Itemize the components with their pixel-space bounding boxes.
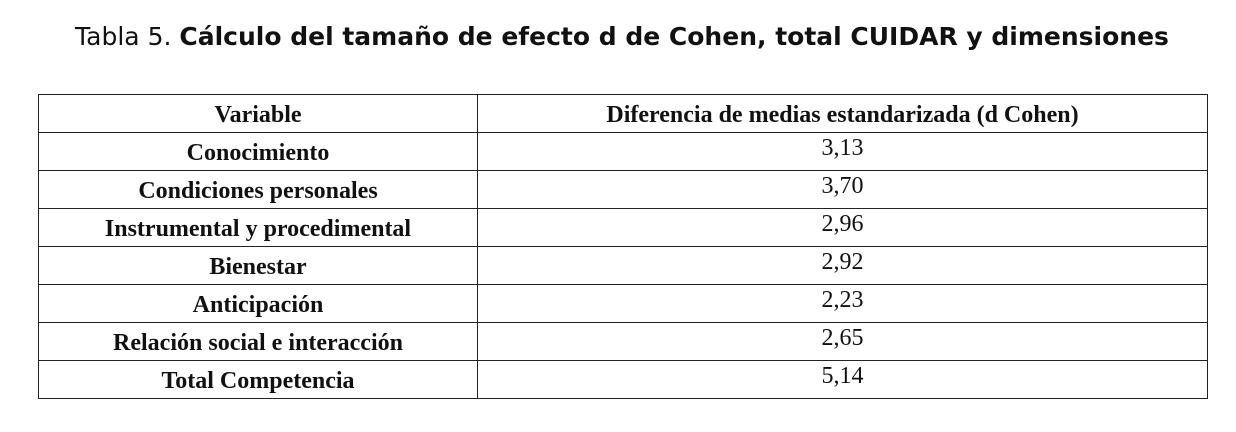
value-cell: 2,92 [477, 246, 1208, 285]
header-cell: Diferencia de medias estandarizada (d Co… [477, 94, 1208, 133]
table-row: Instrumental y procedimental 2,96 [38, 208, 1208, 247]
header-row: Variable Diferencia de medias estandariz… [38, 94, 1208, 133]
table-row: Relación social e interacción 2,65 [38, 322, 1208, 361]
caption-text: Cálculo del tamaño de efecto d de Cohen,… [179, 22, 1169, 51]
table-caption: Tabla 5. Cálculo del tamaño de efecto d … [0, 22, 1236, 51]
variable-cell: Instrumental y procedimental [38, 208, 478, 247]
variable-cell: Bienestar [38, 246, 478, 285]
caption-label: Tabla 5. [75, 22, 172, 51]
table-row: Conocimiento 3,13 [38, 132, 1208, 171]
variable-cell: Relación social e interacción [38, 322, 478, 361]
value-cell: 2,23 [477, 284, 1208, 323]
table-row: Condiciones personales 3,70 [38, 170, 1208, 209]
value-cell: 2,96 [477, 208, 1208, 247]
table-row: Anticipación 2,23 [38, 284, 1208, 323]
variable-cell: Total Competencia [38, 360, 478, 399]
header-cell: Variable [38, 94, 478, 133]
table-body: Conocimiento 3,13 Condiciones personales 3,… [38, 132, 1208, 399]
value-cell: 3,70 [477, 170, 1208, 209]
value-cell: 2,65 [477, 322, 1208, 361]
variable-cell: Conocimiento [38, 132, 478, 171]
value-cell: 3,13 [477, 132, 1208, 171]
results-table: Variable Diferencia de medias estandariz… [38, 94, 1208, 399]
value-cell: 5,14 [477, 360, 1208, 399]
table-row: Total Competencia 5,14 [38, 360, 1208, 399]
variable-cell: Condiciones personales [38, 170, 478, 209]
variable-cell: Anticipación [38, 284, 478, 323]
table-row: Bienestar 2,92 [38, 246, 1208, 285]
